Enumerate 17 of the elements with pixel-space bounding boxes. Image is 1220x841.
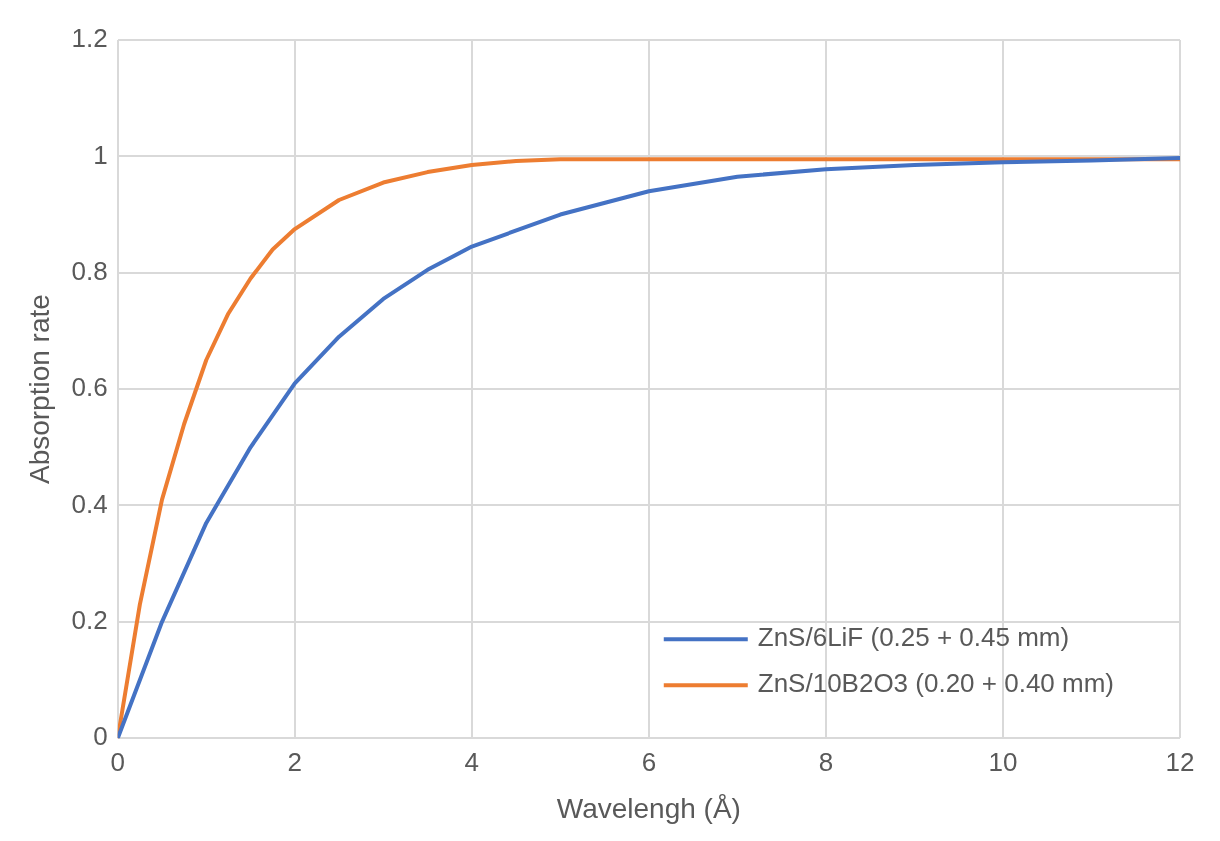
y-tick-label: 1 [93,139,108,170]
y-tick-label: 1.2 [71,23,108,54]
y-tick-label: 0.4 [71,488,108,519]
y-tick-label: 0.2 [71,605,108,636]
y-axis-title: Absorption rate [23,294,55,485]
x-tick-label: 10 [988,746,1018,777]
x-tick-label: 8 [818,746,834,777]
y-tick-label: 0.8 [71,255,108,286]
y-tick-label: 0 [93,721,108,752]
x-tick-label: 6 [641,746,657,777]
legend-label: ZnS/10B2O3 (0.20 + 0.40 mm) [757,668,1114,699]
legend-label: ZnS/6LiF (0.25 + 0.45 mm) [757,622,1070,653]
x-axis-title: Wavelengh (Å) [556,792,741,824]
y-tick-label: 0.6 [71,372,108,403]
x-tick-label: 2 [287,746,303,777]
x-tick-label: 4 [464,746,480,777]
x-tick-label: 12 [1165,746,1195,777]
